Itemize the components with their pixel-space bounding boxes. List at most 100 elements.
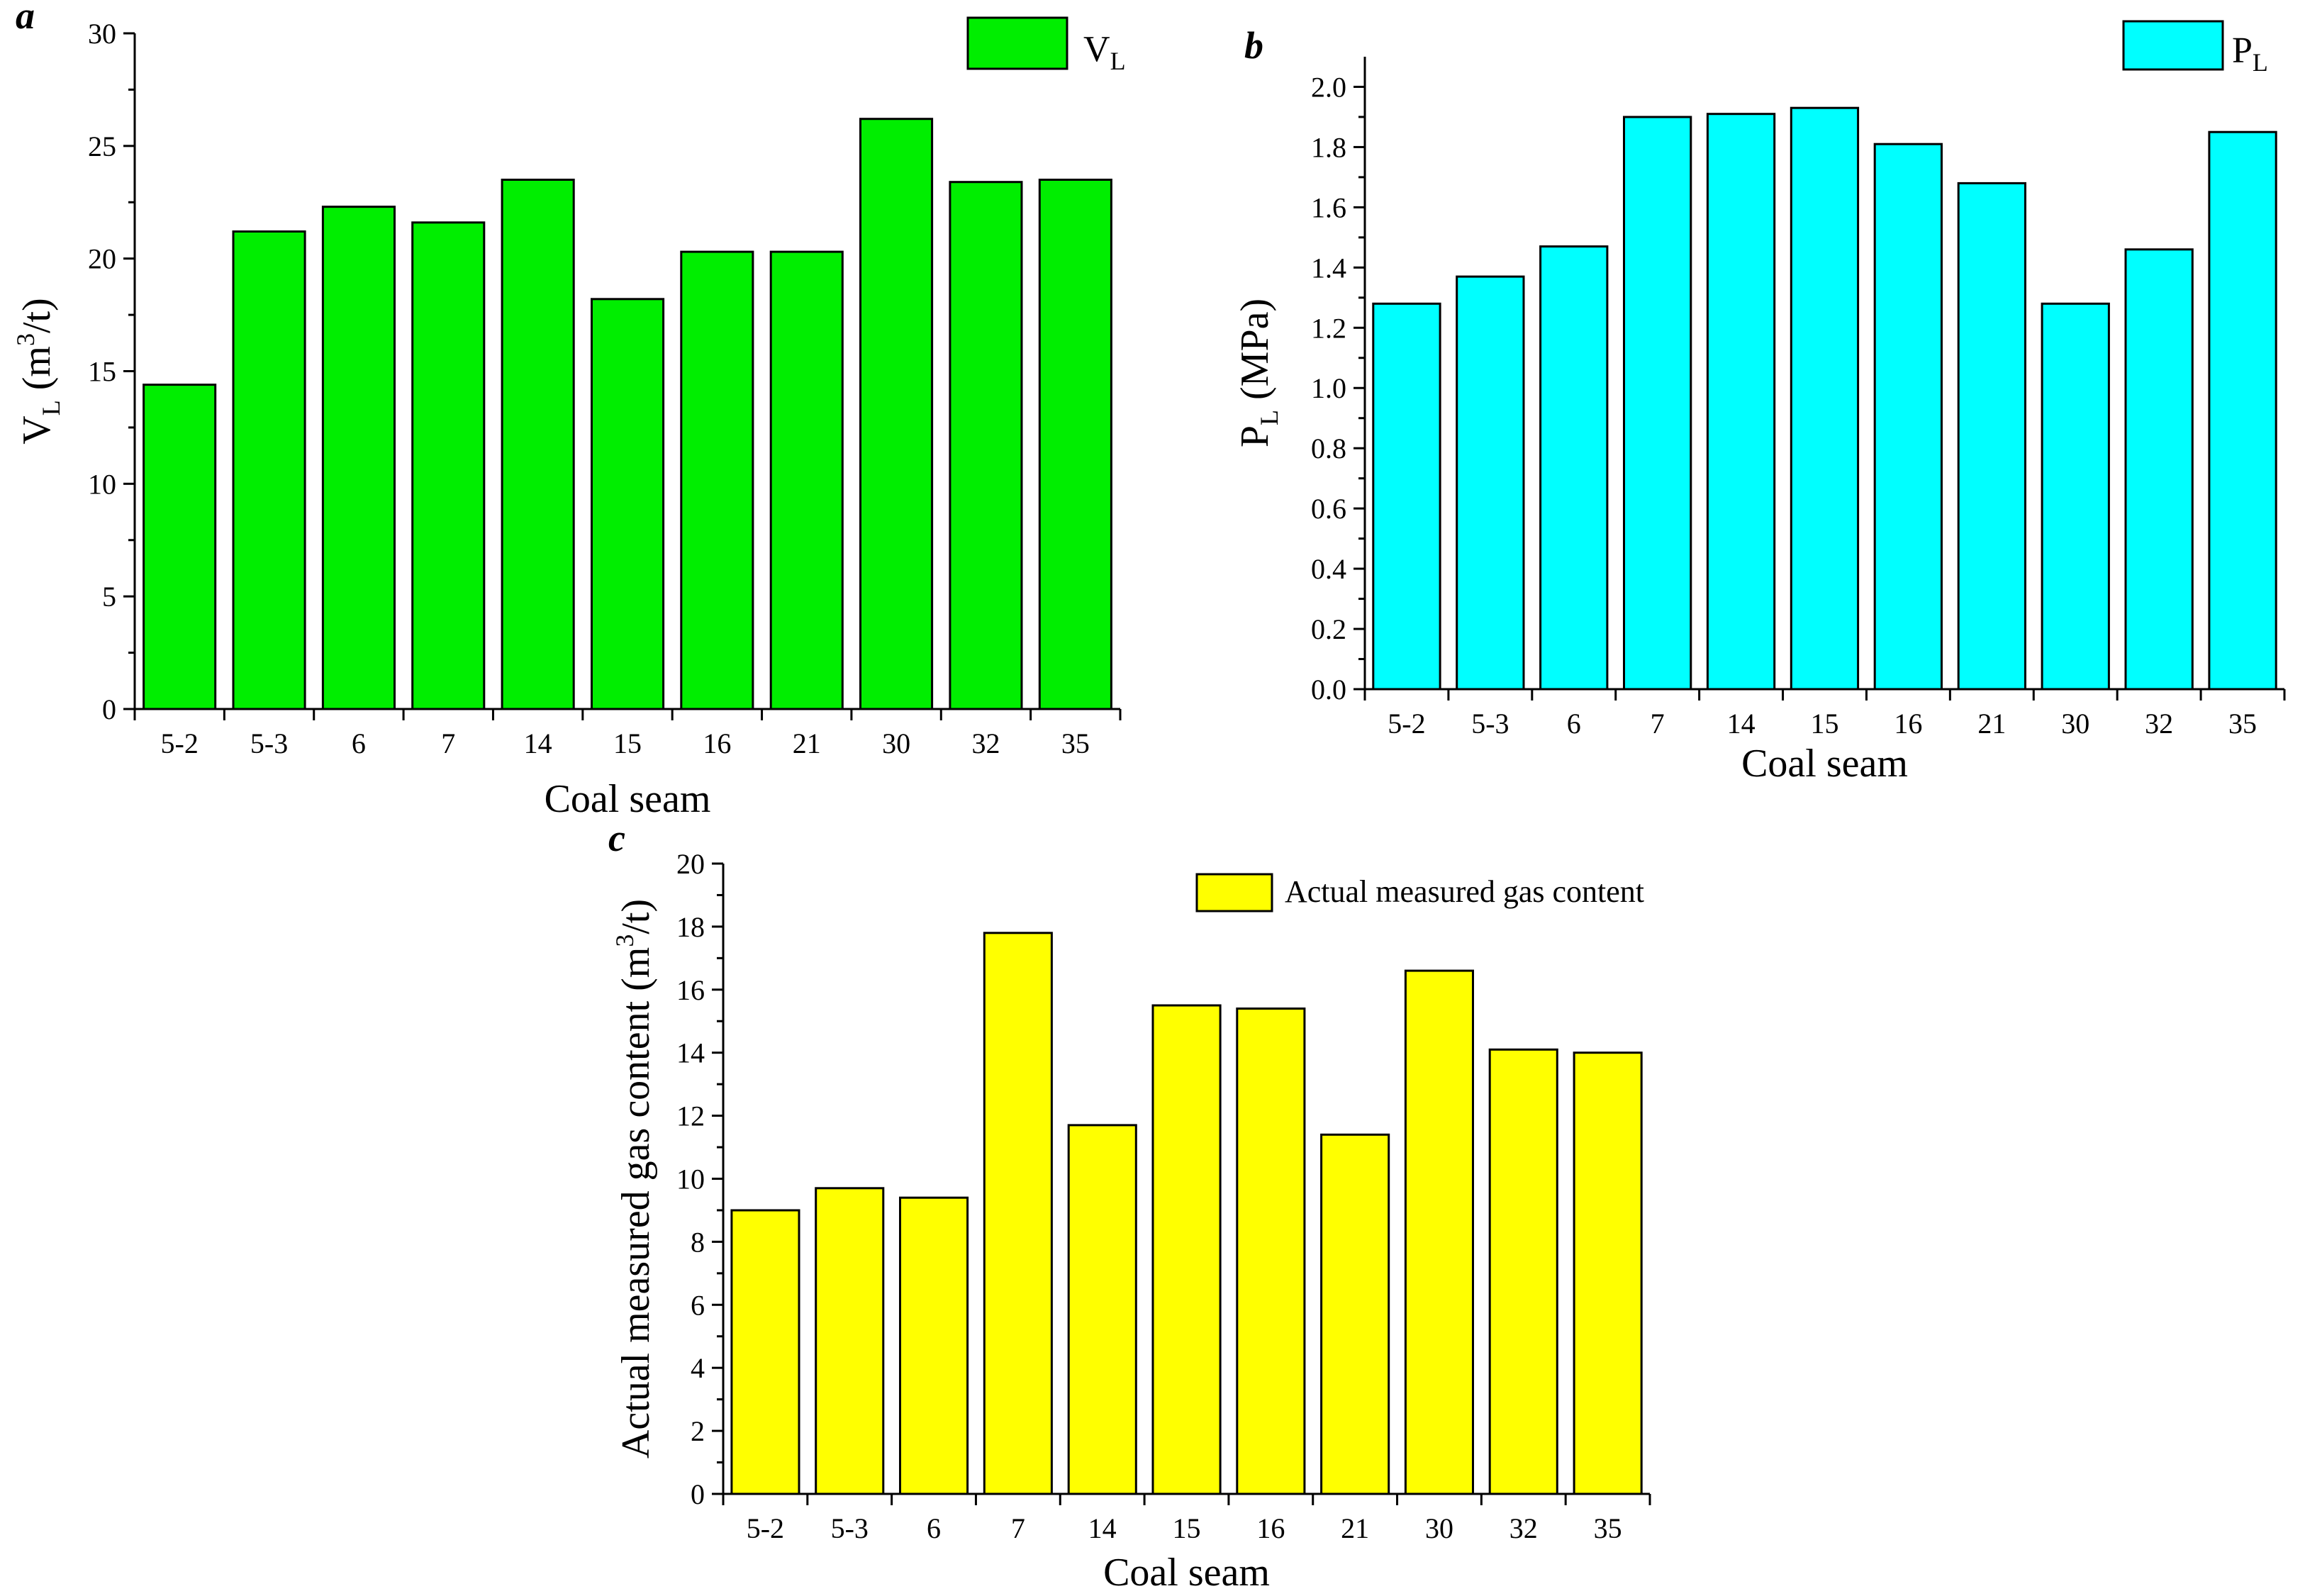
y-tick-label-b-6: 1.2 [1311, 312, 1346, 344]
y-tick-label-b-3: 0.6 [1311, 493, 1346, 525]
y-tick-label-c-5: 10 [676, 1163, 705, 1195]
legend-swatch-b [2122, 20, 2224, 71]
bar-b-6 [1539, 245, 1609, 691]
x-axis-title-b: Coal seam [1741, 742, 1908, 786]
bar-b-32 [2124, 248, 2194, 691]
bar-c-5-2 [730, 1209, 800, 1495]
bar-a-32 [949, 181, 1023, 710]
panel-letter-c: c [608, 817, 625, 859]
x-tick-label-a-5-3: 5-3 [250, 727, 288, 759]
y-tick-label-b-4: 0.8 [1311, 433, 1346, 464]
x-tick-label-c-5-3: 5-3 [831, 1512, 869, 1544]
bar-a-35 [1038, 179, 1112, 710]
bar-b-5-2 [1372, 302, 1441, 691]
x-tick-label-b-35: 35 [2228, 708, 2257, 740]
x-tick-label-c-35: 35 [1594, 1512, 1622, 1544]
y-axis-title-unit-a: (m [15, 346, 59, 400]
y-axis-title-sub-a: L [37, 400, 65, 415]
bar-c-30 [1404, 969, 1475, 1495]
panel-letter-b: b [1244, 24, 1263, 67]
bar-b-21 [1957, 182, 2026, 691]
x-tick-label-c-5-2: 5-2 [747, 1512, 784, 1544]
x-tick-label-b-6: 6 [1567, 708, 1581, 740]
legend-label-main-c: Actual measured gas content [1285, 874, 1644, 909]
bar-c-16 [1236, 1008, 1306, 1495]
y-tick-label-c-8: 16 [676, 974, 705, 1006]
y-axis-title-b: PL (MPa) [1233, 298, 1283, 447]
panel-letter-a: a [16, 0, 35, 37]
x-tick-label-a-15: 15 [613, 727, 642, 759]
x-tick-label-c-32: 32 [1509, 1512, 1538, 1544]
y-axis-title-sup-a: 3 [11, 333, 40, 346]
y-axis-title-unit-end-a: /t) [15, 298, 59, 333]
y-axis-title-sup-c: 3 [610, 934, 639, 947]
x-axis-title-a: Coal seam [545, 777, 711, 821]
x-tick-label-a-14: 14 [524, 727, 552, 759]
y-axis-title-unit-c: (m [614, 947, 658, 1001]
legend-label-sub-a: L [1110, 47, 1126, 75]
y-tick-label-a-3: 15 [88, 356, 116, 388]
y-tick-label-a-4: 20 [88, 243, 116, 275]
x-tick-label-c-6: 6 [927, 1512, 941, 1544]
bar-c-35 [1573, 1051, 1643, 1495]
y-tick-label-c-3: 6 [691, 1289, 705, 1321]
x-tick-label-a-35: 35 [1061, 727, 1090, 759]
bar-a-21 [769, 250, 844, 710]
y-tick-label-b-10: 2.0 [1311, 71, 1346, 103]
y-tick-label-a-2: 10 [88, 468, 116, 500]
bar-c-5-3 [815, 1187, 885, 1495]
y-axis-title-c: Actual measured gas content (m3/t) [610, 899, 658, 1458]
x-tick-label-a-5-2: 5-2 [161, 727, 199, 759]
bar-a-15 [591, 298, 665, 710]
y-axis-title-sub-b: L [1255, 410, 1283, 425]
x-tick-label-c-30: 30 [1425, 1512, 1453, 1544]
x-tick-label-a-32: 32 [971, 727, 1000, 759]
bar-c-6 [899, 1196, 969, 1495]
legend-label-sub-b: L [2253, 48, 2268, 77]
x-tick-label-b-32: 32 [2145, 708, 2173, 740]
y-tick-label-b-7: 1.4 [1311, 252, 1346, 284]
x-tick-label-b-7: 7 [1651, 708, 1665, 740]
y-axis-title-main-c: Actual measured gas content [614, 1000, 658, 1458]
y-tick-label-b-5: 1.0 [1311, 372, 1346, 404]
x-tick-label-c-15: 15 [1173, 1512, 1201, 1544]
bar-c-14 [1067, 1124, 1137, 1495]
bar-a-14 [501, 179, 575, 710]
y-tick-label-c-9: 18 [676, 911, 705, 943]
bar-b-5-3 [1456, 275, 1525, 691]
chart-panel-c: 0 2 4 6 8 10 12 14 16 18 20 5-2 5-3 6 7 14 15 16 21 30 32 35 C… [608, 817, 1651, 1595]
x-tick-label-a-21: 21 [793, 727, 821, 759]
y-tick-label-a-1: 5 [102, 581, 116, 613]
bar-c-32 [1488, 1048, 1558, 1495]
y-axis-title-a: VL (m3/t) [11, 298, 65, 444]
bar-c-21 [1320, 1133, 1390, 1495]
legend-swatch-a [966, 16, 1068, 70]
x-tick-label-b-21: 21 [1977, 708, 2006, 740]
y-tick-label-b-0: 0.0 [1311, 674, 1346, 705]
x-tick-label-b-5-2: 5-2 [1388, 708, 1425, 740]
x-tick-label-c-21: 21 [1341, 1512, 1369, 1544]
y-tick-label-c-1: 2 [691, 1415, 705, 1447]
x-tick-label-b-5-3: 5-3 [1471, 708, 1509, 740]
chart-panel-b: 0.0 0.2 0.4 0.6 0.8 1.0 1.2 1.4 1.6 1.8 2.0 5-2 5-3 6… [1233, 20, 2286, 786]
y-tick-label-a-0: 0 [102, 693, 116, 725]
y-tick-label-c-6: 12 [676, 1100, 705, 1132]
legend-label-a: VL [1083, 29, 1126, 75]
bar-a-5-2 [143, 384, 217, 710]
bar-b-30 [2041, 302, 2110, 691]
y-tick-label-b-9: 1.8 [1311, 131, 1346, 163]
y-axis-title-unit-b: (MPa) [1233, 298, 1277, 410]
x-tick-label-c-16: 16 [1256, 1512, 1285, 1544]
y-tick-label-b-1: 0.2 [1311, 613, 1346, 645]
y-tick-label-c-7: 14 [676, 1037, 705, 1069]
y-tick-label-b-2: 0.4 [1311, 553, 1346, 585]
y-tick-label-c-4: 8 [691, 1226, 705, 1258]
x-tick-label-a-16: 16 [703, 727, 731, 759]
legend-label-main-b: P [2232, 30, 2253, 71]
chart-panel-a: 0 5 10 15 20 25 30 5-2 5-3 6 7 14 15 16 21 30 32 35 Coal s… [11, 0, 1126, 821]
y-axis-title-main-a: V [15, 415, 59, 444]
y-tick-label-b-8: 1.6 [1311, 191, 1346, 223]
x-tick-label-c-14: 14 [1088, 1512, 1117, 1544]
x-axis-title-c: Coal seam [1103, 1551, 1270, 1595]
